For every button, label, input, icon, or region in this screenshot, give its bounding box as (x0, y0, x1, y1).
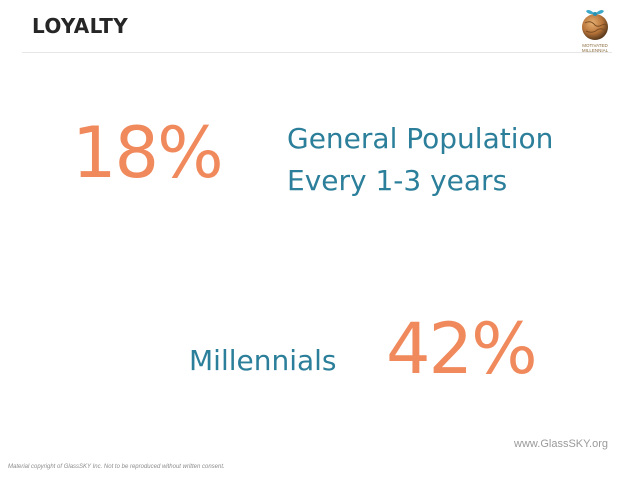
copyright-notice: Material copyright of GlassSKY Inc. Not … (8, 464, 225, 470)
logo-line-2: MILLENNIAL (581, 48, 609, 53)
title-divider (22, 52, 612, 53)
brand-logo: MOTIVATED MILLENNIAL (572, 6, 618, 56)
website-link[interactable]: www.GlassSKY.org (514, 438, 608, 450)
general-population-label: General Population (287, 122, 554, 155)
millennials-label: Millennials (189, 344, 337, 377)
slide-title: LOYALTY (32, 14, 129, 38)
globe-with-bow-icon (582, 10, 608, 40)
general-population-percent: 18% (72, 112, 224, 194)
general-population-frequency: Every 1-3 years (287, 164, 508, 197)
millennials-percent: 42% (386, 308, 538, 390)
logo-line-1: MOTIVATED (582, 43, 608, 48)
